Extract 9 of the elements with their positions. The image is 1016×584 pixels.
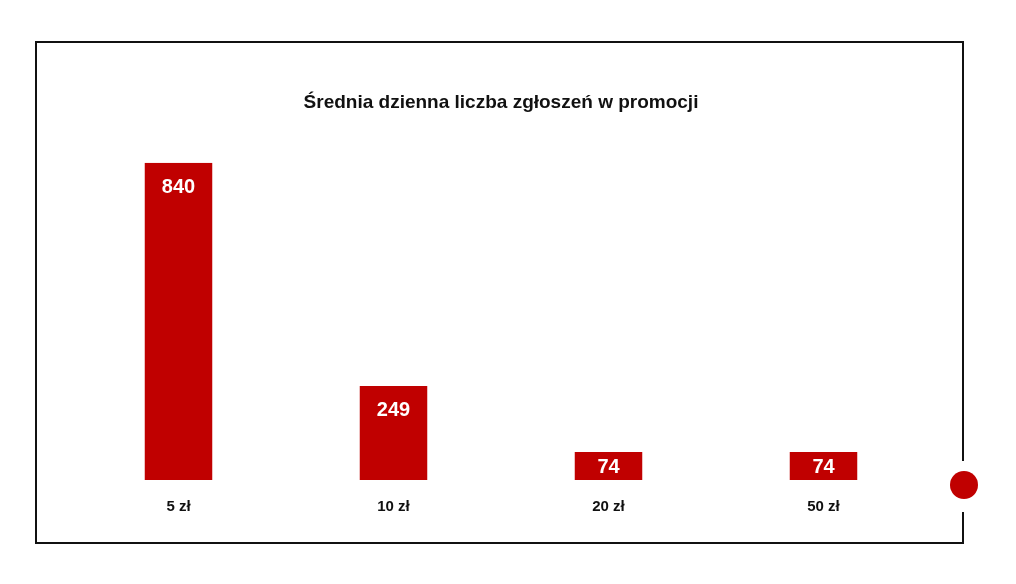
data-label: 74	[812, 455, 836, 478]
data-label: 74	[597, 455, 621, 478]
chart-title: Średnia dzienna liczba zgłoszeń w promocji	[303, 91, 699, 112]
data-label: 840	[161, 174, 196, 197]
data-label: 249	[376, 397, 411, 420]
x-tick-label: 5 zł	[166, 496, 192, 514]
x-tick-label: 10 zł	[377, 496, 411, 514]
x-tick-label: 20 zł	[592, 496, 626, 514]
x-tick-label: 50 zł	[807, 496, 841, 514]
